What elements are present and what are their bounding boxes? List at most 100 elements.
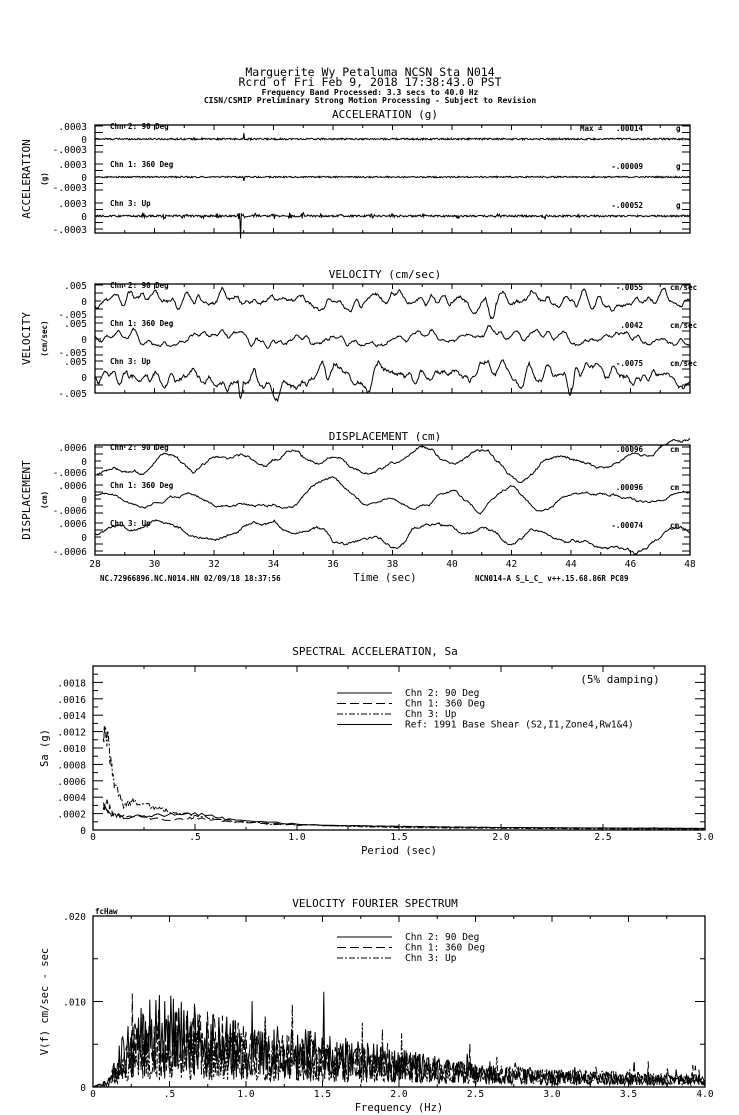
- channel-peak-value: -.00009: [611, 162, 643, 171]
- x-tick-label: 2.0: [492, 832, 509, 843]
- x-axis-label: Time (sec): [353, 572, 416, 584]
- y-tick-label: .0003: [58, 122, 87, 133]
- channel-peak-value: -.00052: [611, 201, 643, 210]
- x-tick-label: 0: [90, 1089, 96, 1100]
- channel-label: Chn 3: Up: [110, 357, 151, 366]
- y-tick-label: 0: [81, 297, 87, 308]
- x-tick-label: 38: [387, 559, 399, 570]
- y-tick-label: .0003: [58, 199, 87, 210]
- x-tick-label: 36: [327, 559, 339, 570]
- channel-peak-value: .00014: [616, 124, 644, 133]
- header: Marguerite Wy Petaluma NCSN Sta N014 Rcr…: [204, 65, 537, 105]
- x-tick-label: 42: [506, 559, 517, 570]
- x-tick-label: 30: [149, 559, 161, 570]
- y-tick-label: -.005: [58, 348, 87, 359]
- y-axis-label: ACCELERATION: [20, 139, 33, 218]
- y-tick-label: .0018: [57, 678, 86, 689]
- x-tick-label: 46: [625, 559, 637, 570]
- y-tick-label: 0: [81, 212, 87, 223]
- channel-label: Chn 2: 90 Deg: [110, 281, 169, 290]
- channel-peak-value: -.00074: [611, 521, 643, 530]
- y-tick-label: .0006: [58, 481, 87, 492]
- channel-label: Chn 1: 360 Deg: [110, 319, 174, 328]
- trace-vel-chn-0: [94, 286, 690, 320]
- legend-entry: Chn 3: Up: [405, 953, 457, 964]
- channel-peak-value: -.0055: [616, 283, 643, 292]
- channel-peak-unit: cm/sec: [670, 283, 697, 292]
- chart-title: SPECTRAL ACCELERATION, Sa: [292, 645, 458, 658]
- y-tick-label: .0006: [58, 519, 87, 530]
- x-tick-label: 32: [208, 559, 219, 570]
- header-record: Rcrd of Fri Feb 9, 2018 17:38:43.0 PST: [238, 75, 501, 89]
- y-tick-label: .005: [64, 319, 87, 330]
- channel-peak-unit: cm: [670, 445, 680, 454]
- x-tick-label: 3.5: [620, 1089, 637, 1100]
- trace-acc-chn-0: [94, 132, 691, 142]
- channel-peak-unit: g: [676, 201, 681, 210]
- channel-label: Chn 1: 360 Deg: [110, 160, 174, 169]
- legend-entry: Chn 2: 90 Deg: [405, 688, 479, 699]
- channel-peak-unit: cm/sec: [670, 321, 697, 330]
- legend-entry: Ref: 1991 Base Shear (S2,I1,Zone4,Rw1&4): [405, 720, 634, 731]
- x-axis-label: Period (sec): [361, 845, 437, 857]
- fourier-spectrum-chart: VELOCITY FOURIER SPECTRUM 0 .5 1.0 1.5 2.0 2.5…: [39, 897, 714, 1114]
- panel-disp: DISPLACEMENT (cm) DISPLACEMENT (cm) .0006 0 -…: [20, 430, 691, 558]
- x-tick-label: 44: [565, 559, 577, 570]
- y-tick-label: -.0006: [53, 468, 88, 479]
- x-tick-label: 48: [684, 559, 696, 570]
- channel-peak-value: .0042: [620, 321, 643, 330]
- channel-peak-unit: g: [676, 124, 681, 133]
- trace-acc-chn-2: [94, 211, 691, 239]
- trace-acc-chn-1: [94, 175, 691, 181]
- x-tick-label: 4.0: [696, 1089, 713, 1100]
- y-axis-unit: (cm): [40, 491, 49, 509]
- panel-title: DISPLACEMENT (cm): [329, 430, 442, 443]
- y-tick-label: .0010: [57, 744, 86, 755]
- y-axis-label: DISPLACEMENT: [20, 460, 33, 540]
- x-tick-label: 1.0: [237, 1089, 254, 1100]
- y-tick-label: -.0006: [53, 547, 88, 558]
- y-tick-label: .0012: [57, 728, 86, 739]
- trace-disp-chn-2: [94, 519, 691, 556]
- x-tick-label: 1.5: [314, 1089, 331, 1100]
- y-axis-label: VELOCITY: [20, 312, 33, 365]
- y-tick-label: .0006: [58, 443, 87, 454]
- record-id: NC.72966896.NC.N014.HN 02/09/18 18:37:56: [100, 574, 281, 583]
- x-tick-label: 2.0: [390, 1089, 407, 1100]
- trace-disp-chn-0: [94, 437, 691, 484]
- y-tick-label: .010: [63, 998, 86, 1009]
- channel-label: Chn 2: 90 Deg: [110, 122, 169, 131]
- channel-label: Chn 1: 360 Deg: [110, 481, 174, 490]
- panel-title: ACCELERATION (g): [332, 108, 438, 121]
- panel-frame: [94, 444, 691, 556]
- spectral-acceleration-chart: SPECTRAL ACCELERATION, Sa 0 .5 1.0 1.5 2.0 2.5…: [39, 645, 714, 857]
- panel-vel: VELOCITY (cm/sec) VELOCITY (cm/sec) .005 0 -.…: [20, 268, 697, 403]
- channel-peak-value: -.0075: [616, 359, 643, 368]
- y-tick-label: 0: [81, 335, 87, 346]
- time-series-panels: ACCELERATION (g)ACCELERATION (g).00030-.0…: [20, 108, 697, 584]
- channel-peak-unit: cm/sec: [670, 359, 697, 368]
- y-tick-label: .020: [63, 912, 86, 923]
- y-tick-label: .005: [64, 357, 87, 368]
- channel-peak-value: .00096: [616, 445, 644, 454]
- y-tick-label: .0008: [57, 760, 86, 771]
- channel-peak-unit: cm: [670, 521, 680, 530]
- damping-note: (5% damping): [580, 673, 659, 686]
- x-tick-label: 28: [89, 559, 101, 570]
- channel-label: Chn 3: Up: [110, 519, 151, 528]
- y-tick-label: 0: [81, 135, 87, 146]
- y-tick-label: -.005: [58, 389, 87, 400]
- trace-vel-chn-1: [94, 324, 691, 349]
- legend-entry: Chn 2: 90 Deg: [405, 932, 479, 943]
- panel-acc: ACCELERATION (g)ACCELERATION (g).00030-.0…: [20, 108, 691, 239]
- x-tick-label: 3.0: [543, 1089, 560, 1100]
- y-tick-label: .0004: [57, 793, 86, 804]
- y-tick-label: -.005: [58, 310, 87, 321]
- y-tick-label: .0014: [57, 711, 86, 722]
- sa-series-2: [102, 726, 706, 830]
- y-tick-label: 0: [81, 495, 87, 506]
- channel-peak-unit: cm: [670, 483, 680, 492]
- panel-title: VELOCITY (cm/sec): [329, 268, 442, 281]
- x-tick-label: 0: [90, 832, 96, 843]
